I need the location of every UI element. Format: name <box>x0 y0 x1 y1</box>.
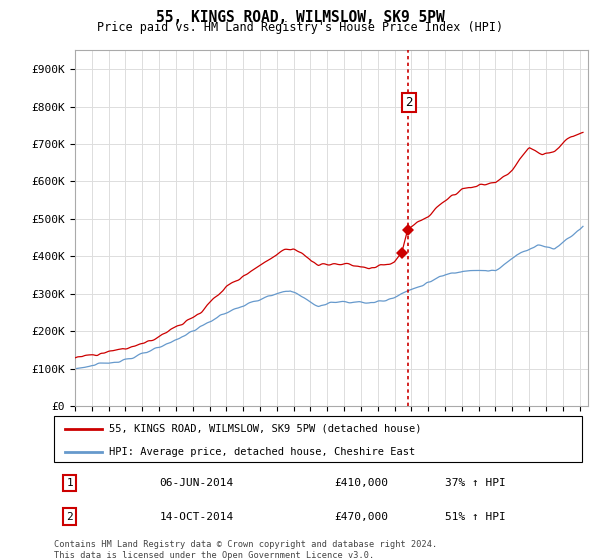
Text: £410,000: £410,000 <box>334 478 388 488</box>
Text: 51% ↑ HPI: 51% ↑ HPI <box>445 512 505 521</box>
Text: 14-OCT-2014: 14-OCT-2014 <box>160 512 234 521</box>
Text: Price paid vs. HM Land Registry's House Price Index (HPI): Price paid vs. HM Land Registry's House … <box>97 21 503 34</box>
Text: Contains HM Land Registry data © Crown copyright and database right 2024.
This d: Contains HM Land Registry data © Crown c… <box>54 540 437 560</box>
FancyBboxPatch shape <box>54 416 582 462</box>
Text: 1: 1 <box>67 478 73 488</box>
Text: 55, KINGS ROAD, WILMSLOW, SK9 5PW (detached house): 55, KINGS ROAD, WILMSLOW, SK9 5PW (detac… <box>109 424 422 434</box>
Text: 55, KINGS ROAD, WILMSLOW, SK9 5PW: 55, KINGS ROAD, WILMSLOW, SK9 5PW <box>155 10 445 25</box>
Text: 37% ↑ HPI: 37% ↑ HPI <box>445 478 505 488</box>
Text: £470,000: £470,000 <box>334 512 388 521</box>
Text: HPI: Average price, detached house, Cheshire East: HPI: Average price, detached house, Ches… <box>109 447 416 457</box>
Text: 06-JUN-2014: 06-JUN-2014 <box>160 478 234 488</box>
Text: 2: 2 <box>67 512 73 521</box>
Text: 2: 2 <box>405 96 412 109</box>
